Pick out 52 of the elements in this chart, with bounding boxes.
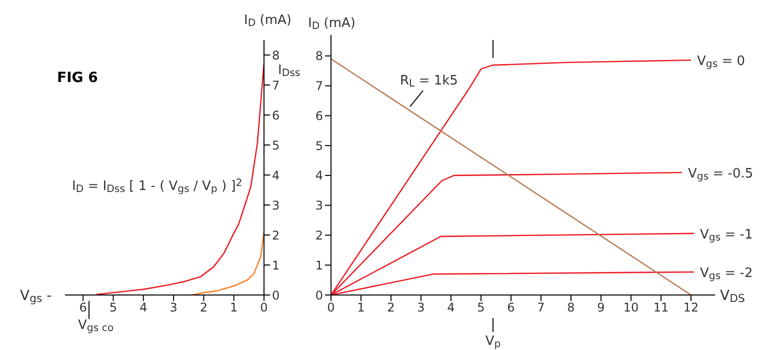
series-label: V$_{gs}$ = -2: [700, 266, 753, 282]
x-tick-label: 4: [140, 300, 148, 315]
text: FIG 6: [57, 70, 98, 86]
text: V$_{p}$: [485, 334, 501, 350]
x-axis-title: V$_{DS}$: [720, 288, 745, 305]
x-tick-label: 2: [200, 300, 208, 315]
x-tick-label: 0: [327, 300, 335, 315]
y-axis-title: I$_{D}$ (mA): [244, 13, 292, 29]
x-tick-label: 0: [260, 300, 268, 315]
y-tick-label: 6: [272, 108, 280, 122]
y-tick-label: 3: [315, 198, 323, 213]
x-tick-label: 7: [537, 300, 545, 315]
y-tick-label: 3: [272, 198, 280, 212]
annotation: R$_{L}$ = 1k5: [400, 74, 458, 90]
annotation: I$_{Dss}$: [278, 63, 300, 79]
y-tick-label: 2: [272, 228, 280, 242]
y-tick-label: 5: [315, 138, 323, 153]
x-tick-label: 2: [387, 300, 395, 315]
y-tick-label: 2: [315, 228, 323, 242]
x-tick-label: 6: [507, 300, 515, 315]
y-tick-label: 1: [272, 258, 280, 272]
series-label: V$_{gs}$ = 0: [697, 54, 746, 70]
x-tick-label: 12: [683, 300, 699, 315]
y-tick-label: 6: [315, 108, 323, 123]
x-tick-label: 10: [623, 300, 639, 315]
x-tick-label: 5: [109, 300, 118, 315]
x-tick-label: 3: [170, 300, 178, 315]
x-tick-label: 1: [357, 300, 365, 315]
x-tick-label: 5: [477, 300, 485, 315]
x-tick-label: 4: [447, 300, 455, 315]
text: I$_{D}$ = I$_{Dss}$ [ 1 - ( V$_{gs}$ / V$_{p}$ ) ]$^{2}$: [72, 178, 242, 195]
y-tick-label: 5: [272, 138, 280, 152]
y-tick-label: 8: [272, 48, 280, 62]
y-tick-label: 0: [272, 288, 280, 302]
series-label: V$_{gs}$ = -1: [700, 227, 753, 244]
x-tick-label: 1: [230, 300, 238, 315]
text: V$_{gs co}$: [78, 318, 114, 334]
y-tick-label: 1: [315, 258, 323, 272]
y-tick-label: 7: [272, 78, 280, 92]
series-label: V$_{gs}$ = -0.5: [688, 166, 754, 182]
x-tick-label: 11: [653, 300, 669, 315]
y-tick-label: 7: [315, 79, 323, 94]
x-tick-label: 8: [567, 300, 575, 315]
x-axis-title: V$_{gs}$ -: [20, 288, 52, 305]
y-tick-label: 0: [315, 288, 323, 302]
y-tick-label: 8: [315, 49, 323, 64]
x-tick-label: 6: [79, 300, 87, 315]
y-axis-title: I$_{D}$ (mA): [308, 16, 356, 32]
x-tick-label: 3: [417, 300, 425, 315]
y-tick-label: 4: [272, 168, 280, 182]
y-tick-label: 4: [315, 168, 323, 183]
x-tick-label: 9: [597, 300, 605, 315]
